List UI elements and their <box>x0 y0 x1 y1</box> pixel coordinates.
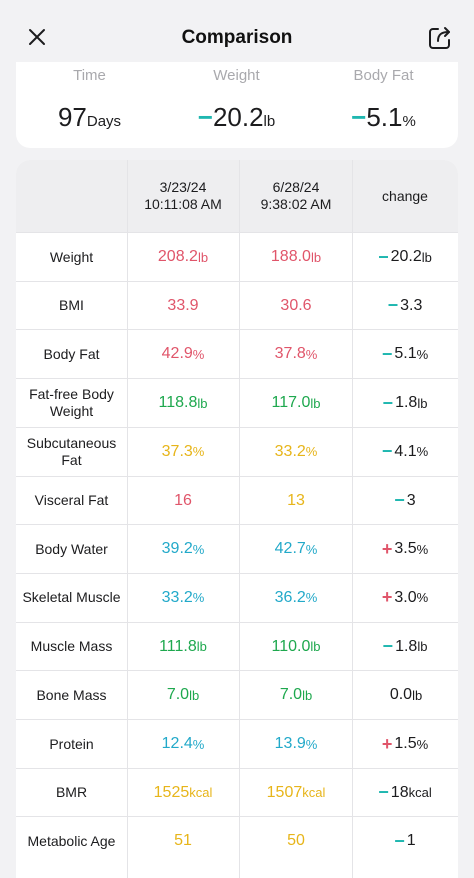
comparison-table: 3/23/24 10:11:08 AM 6/28/24 9:38:02 AM c… <box>16 160 458 878</box>
metric-value-2: 117.0 lb <box>271 394 321 412</box>
metric-value-1: 37.3% <box>161 442 205 460</box>
metric-value-1: 33.2% <box>161 588 205 606</box>
column-divider <box>352 160 353 878</box>
metric-value-2: 1507 kcal <box>266 783 326 801</box>
summary-value: −5.1% <box>351 102 416 132</box>
metric-value-1: 16 <box>174 491 192 509</box>
metric-change: 0.0 lb <box>389 686 423 704</box>
table-row: Fat-free Body Weight 118.8 lb 117.0 lb −1.8 lb <box>16 378 458 427</box>
metric-change: −1.8 lb <box>382 392 428 413</box>
table-row: Protein 12.4% 13.9% +1.5% <box>16 719 458 768</box>
share-button[interactable] <box>424 22 456 54</box>
metric-value-2: 13.9% <box>274 735 318 752</box>
metric-value-1: 33.9 <box>167 296 199 314</box>
metric-value-1: 51 <box>174 832 192 850</box>
table-row: Subcutaneous Fat 37.3% 33.2% −4.1% <box>16 426 458 476</box>
metric-value-1: 111.8 lb <box>159 637 207 655</box>
metric-change: −18 kcal <box>378 782 432 803</box>
metric-name: Muscle Mass <box>30 638 113 655</box>
table-row: Visceral Fat 16 13 −3 <box>16 475 458 525</box>
metric-value-2: 188.0 lb <box>270 248 322 265</box>
summary-card: Time 97Days Weight −20.2lb Body Fat −5.1… <box>16 62 458 148</box>
metric-value-2: 37.8% <box>274 345 318 363</box>
summary-value: −20.2lb <box>197 102 276 132</box>
column-divider <box>239 160 240 878</box>
metric-value-1: 7.0 lb <box>166 686 200 704</box>
metric-value-1: 12.4% <box>161 735 205 752</box>
metric-change: +3.0% <box>381 587 429 608</box>
table-row: BMR 1525 kcal 1507 kcal −18 kcal <box>16 767 458 817</box>
metric-change: −3.3 <box>387 295 423 316</box>
metric-change: −20.2 lb <box>378 246 432 267</box>
table-row: BMI 33.9 30.6 −3.3 <box>16 280 458 330</box>
header: Comparison <box>0 0 474 62</box>
summary-value: 97Days <box>57 102 122 132</box>
table-row: Weight 208.2 lb 188.0 lb −20.2 lb <box>16 232 458 281</box>
metric-value-2: 42.7% <box>274 540 318 558</box>
summary-label: Time <box>73 67 106 84</box>
table-row: Metabolic Age 51 50 −1 <box>16 816 458 865</box>
table-row: Body Water 39.2% 42.7% +3.5% <box>16 524 458 573</box>
metric-value-2: 30.6 <box>280 296 312 314</box>
metric-name: Skeletal Muscle <box>22 589 121 606</box>
metric-value-2: 33.2% <box>274 442 318 460</box>
metric-change: +1.5% <box>381 733 429 754</box>
metric-change: −1.8 lb <box>382 636 428 657</box>
metric-name: Subcutaneous Fat <box>26 434 117 468</box>
table-row: Muscle Mass 111.8 lb 110.0 lb −1.8 lb <box>16 621 458 671</box>
column-header-change: change <box>382 187 428 204</box>
column-header-date-1: 3/23/24 10:11:08 AM <box>144 179 222 212</box>
metric-value-2: 110.0 lb <box>271 637 321 655</box>
metric-change: −1 <box>394 830 416 851</box>
metric-change: −5.1% <box>381 343 429 364</box>
metric-value-1: 42.9% <box>161 345 205 363</box>
metric-name: Bone Mass <box>36 686 107 703</box>
metric-name: BMI <box>59 297 84 314</box>
metric-value-2: 50 <box>287 832 305 850</box>
metric-value-2: 13 <box>287 491 305 509</box>
metric-value-2: 7.0 lb <box>279 686 313 704</box>
share-icon <box>429 27 450 49</box>
metric-change: −3 <box>394 490 416 510</box>
metric-name: Weight <box>49 248 94 265</box>
summary-label: Body Fat <box>353 67 414 84</box>
page-title: Comparison <box>181 27 293 48</box>
metric-name: Fat-free Body Weight <box>29 386 114 420</box>
metric-value-1: 208.2 lb <box>157 248 209 265</box>
metric-value-1: 118.8 lb <box>158 394 208 412</box>
table-row: Bone Mass 7.0 lb 7.0 lb 0.0 lb <box>16 670 458 719</box>
metric-change: −4.1% <box>381 441 429 462</box>
table-row: Body Fat 42.9% 37.8% −5.1% <box>16 329 458 378</box>
close-button[interactable] <box>22 22 52 52</box>
metric-name: Visceral Fat <box>34 492 109 508</box>
metric-value-1: 1525 kcal <box>153 783 213 801</box>
column-header-date-2: 6/28/24 9:38:02 AM <box>260 179 332 212</box>
summary-label: Weight <box>213 67 260 84</box>
metric-name: Body Fat <box>43 345 100 362</box>
metric-value-2: 36.2% <box>274 588 318 606</box>
table-row: Skeletal Muscle 33.2% 36.2% +3.0% <box>16 572 458 622</box>
metric-value-1: 39.2% <box>161 540 205 558</box>
column-divider <box>127 160 128 878</box>
metric-name: Body Water <box>35 540 108 557</box>
metric-name: BMR <box>55 784 88 801</box>
close-icon <box>29 29 45 45</box>
metric-name: Protein <box>49 735 94 752</box>
metric-change: +3.5% <box>381 538 429 559</box>
table-header: 3/23/24 10:11:08 AM 6/28/24 9:38:02 AM c… <box>16 160 458 232</box>
metric-name: Metabolic Age <box>27 832 116 849</box>
